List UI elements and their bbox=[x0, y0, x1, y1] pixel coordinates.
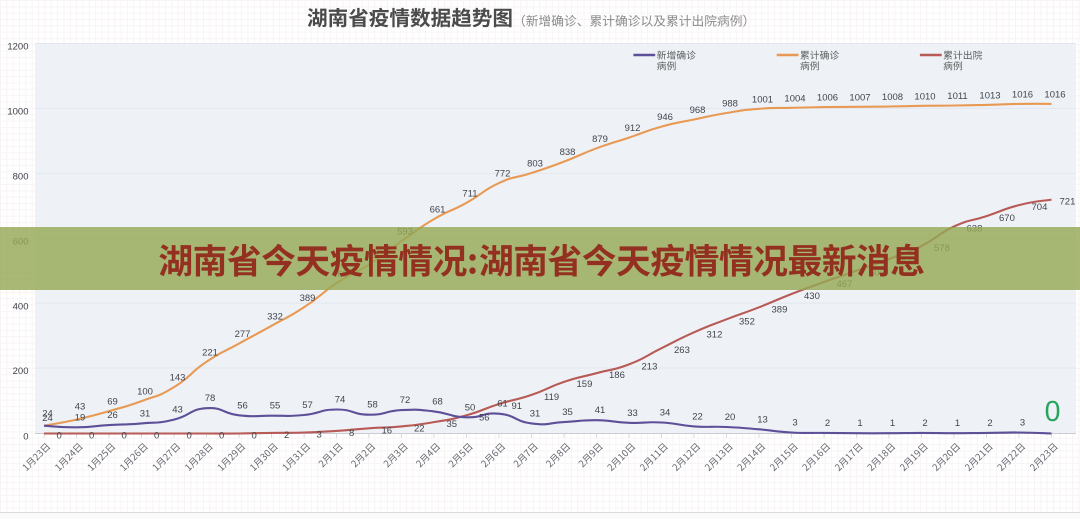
svg-text:0: 0 bbox=[122, 431, 127, 442]
svg-text:2: 2 bbox=[825, 418, 830, 429]
svg-text:879: 879 bbox=[592, 134, 608, 145]
svg-text:968: 968 bbox=[690, 105, 706, 116]
svg-text:186: 186 bbox=[609, 370, 625, 381]
svg-text:213: 213 bbox=[642, 361, 658, 372]
svg-text:312: 312 bbox=[707, 329, 723, 340]
svg-text:3: 3 bbox=[317, 430, 322, 441]
svg-text:803: 803 bbox=[527, 159, 543, 170]
svg-text:1016: 1016 bbox=[1044, 89, 1065, 100]
svg-text:26: 26 bbox=[107, 410, 118, 421]
svg-text:912: 912 bbox=[625, 123, 641, 134]
svg-text:389: 389 bbox=[300, 293, 316, 304]
svg-text:1010: 1010 bbox=[914, 91, 935, 102]
svg-text:0: 0 bbox=[89, 431, 94, 442]
svg-text:1: 1 bbox=[955, 418, 960, 429]
svg-text:0: 0 bbox=[219, 431, 224, 442]
svg-text:0: 0 bbox=[57, 431, 62, 442]
svg-text:1013: 1013 bbox=[979, 90, 1000, 101]
svg-text:68: 68 bbox=[432, 396, 443, 407]
svg-text:1007: 1007 bbox=[849, 92, 870, 103]
svg-text:1006: 1006 bbox=[817, 93, 838, 104]
svg-text:2: 2 bbox=[284, 430, 289, 441]
svg-text:13: 13 bbox=[757, 414, 768, 425]
svg-text:0: 0 bbox=[252, 431, 257, 442]
svg-text:772: 772 bbox=[495, 169, 511, 180]
svg-text:1200: 1200 bbox=[7, 42, 28, 53]
svg-text:78: 78 bbox=[205, 393, 216, 404]
svg-text:22: 22 bbox=[692, 411, 703, 422]
svg-text:43: 43 bbox=[172, 405, 183, 416]
svg-text:263: 263 bbox=[674, 345, 690, 356]
svg-text:58: 58 bbox=[367, 400, 378, 411]
svg-text:20: 20 bbox=[725, 412, 736, 423]
svg-text:72: 72 bbox=[400, 395, 411, 406]
svg-text:389: 389 bbox=[772, 304, 788, 315]
svg-text:33: 33 bbox=[627, 408, 638, 419]
svg-text:1: 1 bbox=[890, 418, 895, 429]
svg-text:1000: 1000 bbox=[7, 107, 28, 118]
svg-text:41: 41 bbox=[595, 405, 606, 416]
svg-text:1004: 1004 bbox=[784, 93, 805, 104]
svg-text:74: 74 bbox=[335, 395, 346, 406]
svg-text:50: 50 bbox=[465, 402, 476, 413]
svg-text:57: 57 bbox=[302, 400, 313, 411]
svg-text:721: 721 bbox=[1060, 197, 1076, 208]
svg-text:19: 19 bbox=[75, 412, 86, 423]
svg-text:55: 55 bbox=[270, 401, 281, 412]
svg-text:119: 119 bbox=[544, 392, 559, 403]
svg-text:91: 91 bbox=[512, 401, 523, 412]
svg-text:430: 430 bbox=[804, 291, 820, 302]
svg-text:1011: 1011 bbox=[947, 91, 967, 102]
svg-text:69: 69 bbox=[107, 397, 118, 408]
svg-text:704: 704 bbox=[1032, 202, 1048, 213]
svg-text:3: 3 bbox=[1020, 418, 1025, 429]
svg-text:800: 800 bbox=[13, 172, 29, 183]
svg-text:35: 35 bbox=[562, 407, 573, 418]
svg-text:43: 43 bbox=[75, 402, 86, 413]
svg-text:988: 988 bbox=[722, 99, 738, 110]
svg-text:16: 16 bbox=[382, 425, 393, 436]
svg-text:159: 159 bbox=[577, 379, 593, 390]
svg-text:31: 31 bbox=[140, 408, 151, 419]
svg-text:1008: 1008 bbox=[882, 92, 903, 103]
svg-text:2: 2 bbox=[922, 418, 927, 429]
svg-text:61: 61 bbox=[497, 399, 508, 410]
svg-text:221: 221 bbox=[202, 347, 218, 358]
svg-text:100: 100 bbox=[137, 387, 153, 398]
svg-text:24: 24 bbox=[42, 413, 53, 424]
svg-text:35: 35 bbox=[447, 419, 458, 430]
svg-text:1: 1 bbox=[857, 418, 862, 429]
svg-text:3: 3 bbox=[792, 418, 797, 429]
svg-text:31: 31 bbox=[530, 408, 541, 419]
svg-text:946: 946 bbox=[657, 112, 673, 123]
svg-text:0: 0 bbox=[1045, 396, 1061, 428]
svg-text:24: 24 bbox=[42, 409, 53, 420]
svg-text:661: 661 bbox=[430, 205, 446, 216]
svg-text:400: 400 bbox=[13, 301, 29, 312]
svg-text:0: 0 bbox=[23, 432, 28, 443]
svg-text:143: 143 bbox=[170, 373, 186, 384]
svg-text:277: 277 bbox=[235, 329, 251, 340]
svg-text:8: 8 bbox=[349, 428, 354, 439]
svg-text:34: 34 bbox=[660, 408, 671, 419]
svg-text:0: 0 bbox=[187, 431, 192, 442]
svg-text:22: 22 bbox=[414, 423, 425, 434]
svg-text:332: 332 bbox=[267, 311, 283, 322]
svg-text:2: 2 bbox=[987, 418, 992, 429]
svg-text:56: 56 bbox=[479, 412, 490, 423]
svg-text:670: 670 bbox=[999, 213, 1015, 224]
svg-text:0: 0 bbox=[154, 431, 159, 442]
svg-text:838: 838 bbox=[560, 147, 576, 158]
svg-text:1001: 1001 bbox=[752, 94, 773, 105]
svg-text:200: 200 bbox=[13, 366, 29, 377]
svg-text:711: 711 bbox=[462, 188, 477, 199]
svg-text:1016: 1016 bbox=[1012, 89, 1033, 100]
svg-text:56: 56 bbox=[237, 400, 248, 411]
svg-text:352: 352 bbox=[739, 316, 755, 327]
